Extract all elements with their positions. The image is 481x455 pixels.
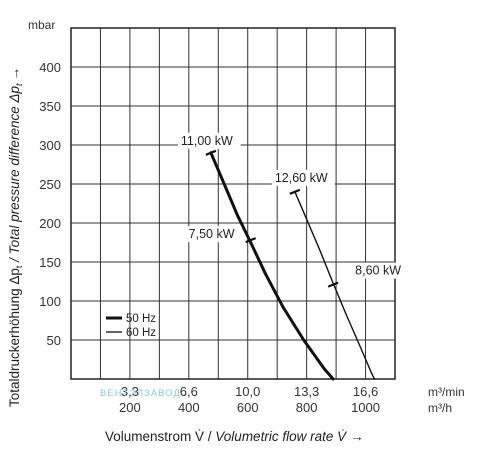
y-tick-label: 150	[39, 255, 61, 270]
x-tick-label-m3min: 6,6	[180, 384, 198, 399]
x-tick-label-m3h: 600	[237, 400, 259, 415]
x-tick-label-m3h: 800	[296, 400, 318, 415]
y-axis-title-sub-2: t	[14, 83, 24, 86]
annotation-label-bg	[185, 226, 242, 243]
annotation-tick	[289, 188, 301, 195]
y-tick-label: 50	[47, 333, 61, 348]
power-annotations: 11,00 kW 7,50 kW 12,60 kW 8,60 kW	[177, 132, 408, 288]
series-line-50hz	[209, 151, 335, 381]
annotation-label: 7,50 kW	[189, 227, 235, 241]
x-tick-label-m3min: 3,3	[121, 384, 139, 399]
watermark: ВЕНТЭЛЗАВОД	[100, 388, 181, 399]
y-tick-label: 250	[39, 177, 61, 192]
annotation-tick	[327, 281, 339, 288]
y-unit-label: mbar	[28, 18, 55, 32]
plot-frame	[70, 27, 396, 380]
annotation-tick	[245, 237, 257, 244]
annotation-label-bg	[352, 262, 408, 279]
y-axis-title-italic: / Total pressure difference Δp	[7, 85, 22, 265]
x-axis-title: Volumenstrom V̇ / Volumetric flow rate V…	[105, 429, 364, 444]
x-unit-m3h: m³/h	[428, 401, 452, 415]
y-axis-title-plain: Totaldruckerhöhung Δp	[7, 268, 22, 407]
x-tick-label-m3h: 200	[119, 400, 141, 415]
annotation-label: 8,60 kW	[355, 264, 401, 278]
y-tick-label: 400	[39, 60, 61, 75]
y-tick-label: 350	[39, 99, 61, 114]
y-tick-labels: 50 100 150 200 250 300 350 400	[39, 60, 61, 348]
x-axis-title-italic: Volumetric flow rate V̇	[215, 429, 348, 444]
annotation-tick	[205, 149, 217, 156]
y-axis-title-arrow: →	[7, 67, 22, 81]
legend-label-60hz: 60 Hz	[126, 327, 156, 339]
annotation-label-bg	[177, 132, 241, 149]
y-axis-title: Totaldruckerhöhung Δpt / Total pressure …	[7, 67, 24, 407]
x-tick-label-m3h: 1000	[351, 400, 380, 415]
series-line-60hz	[294, 191, 376, 380]
chart-series	[209, 151, 376, 381]
y-tick-label: 100	[39, 294, 61, 309]
chart-grid	[70, 27, 396, 380]
legend-label-50hz: 50 Hz	[126, 313, 156, 325]
x-axis-title-plain: Volumenstrom V̇ /	[105, 429, 215, 444]
y-axis-title-sub-1: t	[14, 265, 24, 268]
x-unit-m3min: m³/min	[428, 385, 465, 399]
y-tick-label: 200	[39, 216, 61, 231]
x-tick-label-m3min: 16,6	[353, 384, 378, 399]
x-tick-label-m3min: 10,0	[235, 384, 260, 399]
x-tick-label-m3h: 400	[178, 400, 200, 415]
annotation-label: 11,00 kW	[181, 134, 233, 148]
x-tick-label-m3min: 13,3	[294, 384, 319, 399]
x-axis-title-arrow: →	[350, 429, 364, 444]
annotation-label: 12,60 kW	[275, 171, 328, 185]
annotation-label-bg	[271, 169, 335, 186]
chart-legend: 50 Hz 60 Hz	[106, 313, 156, 339]
y-tick-label: 300	[39, 138, 61, 153]
